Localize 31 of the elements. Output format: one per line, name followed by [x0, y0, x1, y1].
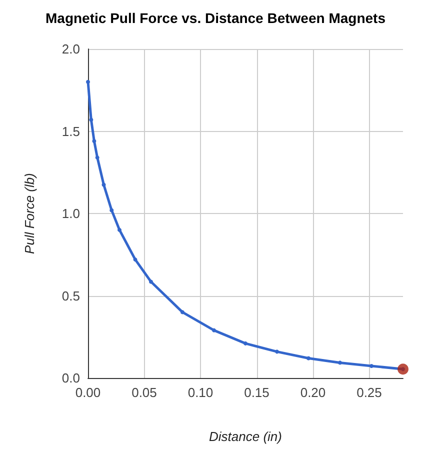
y-tick-label: 2.0 — [62, 42, 80, 56]
point — [244, 341, 248, 346]
point — [86, 80, 90, 84]
point — [118, 228, 122, 232]
point — [133, 258, 138, 262]
chart-title: Magnetic Pull Force vs. Distance Between Magnets — [46, 10, 386, 26]
y-axis-title: Pull Force (lb) — [22, 173, 37, 254]
x-tick-label: 0.00 — [75, 385, 101, 400]
point — [212, 328, 216, 332]
point — [149, 280, 153, 284]
point — [110, 208, 114, 212]
x-tick-label: 0.20 — [300, 385, 326, 400]
point — [275, 350, 279, 354]
x-tick-label: 0.25 — [356, 385, 382, 400]
point — [89, 118, 94, 122]
point — [306, 356, 310, 360]
point — [338, 360, 342, 365]
y-tick-label: 0.0 — [62, 370, 80, 386]
point — [102, 182, 106, 187]
point — [95, 156, 100, 160]
x-axis-title: Distance (in) — [209, 429, 282, 444]
point — [398, 364, 408, 375]
point — [370, 364, 374, 368]
x-tick-label: 0.10 — [188, 385, 214, 400]
point — [92, 139, 96, 144]
y-tick-label: 0.5 — [62, 288, 80, 304]
x-tick-label: 0.15 — [244, 385, 270, 400]
y-tick-label: 1.5 — [62, 124, 80, 139]
point — [180, 310, 184, 314]
y-tick-label: 1.0 — [62, 206, 80, 221]
x-tick-label: 0.05 — [132, 385, 157, 400]
